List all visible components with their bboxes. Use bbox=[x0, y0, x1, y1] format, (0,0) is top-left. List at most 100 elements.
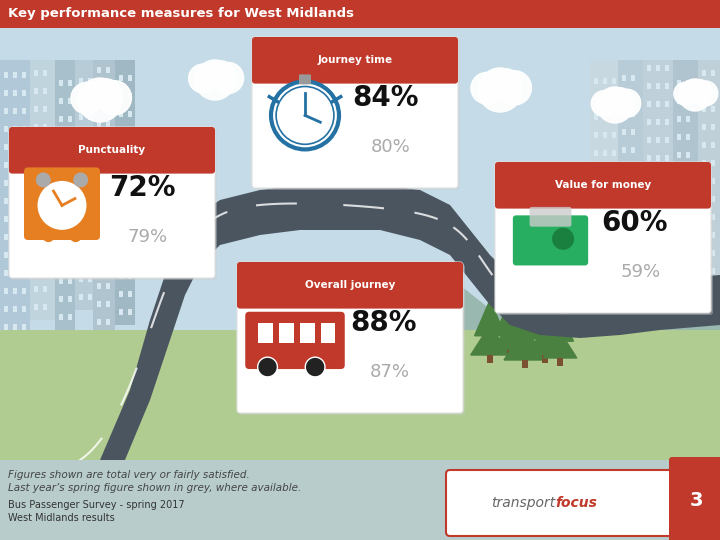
FancyBboxPatch shape bbox=[43, 106, 47, 112]
FancyBboxPatch shape bbox=[647, 119, 651, 125]
FancyBboxPatch shape bbox=[115, 60, 135, 325]
FancyBboxPatch shape bbox=[665, 155, 669, 161]
Circle shape bbox=[591, 91, 617, 117]
Text: transport: transport bbox=[491, 496, 556, 510]
FancyBboxPatch shape bbox=[43, 160, 47, 166]
FancyBboxPatch shape bbox=[68, 260, 72, 266]
FancyBboxPatch shape bbox=[594, 78, 598, 84]
FancyBboxPatch shape bbox=[677, 296, 681, 302]
FancyBboxPatch shape bbox=[88, 186, 92, 192]
FancyBboxPatch shape bbox=[13, 234, 17, 240]
Polygon shape bbox=[471, 325, 509, 355]
FancyBboxPatch shape bbox=[656, 245, 660, 251]
FancyBboxPatch shape bbox=[4, 198, 8, 204]
FancyBboxPatch shape bbox=[68, 170, 72, 176]
FancyBboxPatch shape bbox=[4, 252, 8, 258]
FancyBboxPatch shape bbox=[647, 65, 651, 71]
FancyBboxPatch shape bbox=[4, 180, 8, 186]
FancyBboxPatch shape bbox=[68, 296, 72, 302]
FancyBboxPatch shape bbox=[557, 358, 563, 366]
FancyBboxPatch shape bbox=[79, 186, 83, 192]
FancyBboxPatch shape bbox=[647, 173, 651, 179]
FancyBboxPatch shape bbox=[34, 286, 38, 292]
FancyBboxPatch shape bbox=[603, 132, 607, 138]
FancyBboxPatch shape bbox=[631, 201, 635, 207]
FancyBboxPatch shape bbox=[522, 360, 528, 368]
FancyBboxPatch shape bbox=[22, 162, 26, 168]
FancyBboxPatch shape bbox=[97, 139, 101, 145]
Text: West Midlands results: West Midlands results bbox=[8, 513, 114, 523]
FancyBboxPatch shape bbox=[631, 75, 635, 81]
FancyBboxPatch shape bbox=[656, 227, 660, 233]
Polygon shape bbox=[531, 303, 559, 337]
FancyBboxPatch shape bbox=[43, 142, 47, 148]
Text: 79%: 79% bbox=[128, 228, 168, 246]
Polygon shape bbox=[496, 300, 524, 333]
FancyBboxPatch shape bbox=[88, 132, 92, 138]
FancyBboxPatch shape bbox=[128, 183, 132, 189]
FancyBboxPatch shape bbox=[711, 268, 715, 274]
Polygon shape bbox=[504, 327, 546, 360]
Polygon shape bbox=[380, 260, 720, 340]
FancyBboxPatch shape bbox=[106, 247, 110, 253]
FancyBboxPatch shape bbox=[686, 314, 690, 320]
FancyBboxPatch shape bbox=[702, 142, 706, 148]
FancyBboxPatch shape bbox=[665, 173, 669, 179]
FancyBboxPatch shape bbox=[622, 165, 626, 171]
FancyBboxPatch shape bbox=[612, 150, 616, 156]
FancyBboxPatch shape bbox=[88, 240, 92, 246]
FancyBboxPatch shape bbox=[656, 173, 660, 179]
Text: 59%: 59% bbox=[621, 264, 661, 281]
FancyBboxPatch shape bbox=[631, 147, 635, 153]
FancyBboxPatch shape bbox=[13, 306, 17, 312]
FancyBboxPatch shape bbox=[612, 186, 616, 192]
FancyBboxPatch shape bbox=[34, 268, 38, 274]
FancyBboxPatch shape bbox=[656, 65, 660, 71]
Circle shape bbox=[497, 71, 531, 105]
FancyBboxPatch shape bbox=[631, 309, 635, 315]
FancyBboxPatch shape bbox=[43, 178, 47, 184]
Text: Punctuality: Punctuality bbox=[78, 145, 145, 156]
FancyBboxPatch shape bbox=[702, 232, 706, 238]
FancyBboxPatch shape bbox=[93, 60, 115, 335]
FancyBboxPatch shape bbox=[622, 75, 626, 81]
FancyBboxPatch shape bbox=[665, 137, 669, 143]
FancyBboxPatch shape bbox=[711, 304, 715, 310]
FancyBboxPatch shape bbox=[119, 309, 123, 315]
FancyBboxPatch shape bbox=[656, 83, 660, 89]
FancyBboxPatch shape bbox=[0, 0, 720, 28]
FancyBboxPatch shape bbox=[590, 60, 618, 310]
FancyBboxPatch shape bbox=[79, 258, 83, 264]
FancyBboxPatch shape bbox=[647, 209, 651, 215]
FancyBboxPatch shape bbox=[22, 252, 26, 258]
FancyBboxPatch shape bbox=[13, 162, 17, 168]
FancyBboxPatch shape bbox=[97, 301, 101, 307]
FancyBboxPatch shape bbox=[603, 240, 607, 246]
FancyBboxPatch shape bbox=[4, 108, 8, 114]
FancyBboxPatch shape bbox=[68, 188, 72, 194]
FancyBboxPatch shape bbox=[22, 180, 26, 186]
FancyBboxPatch shape bbox=[258, 323, 273, 343]
FancyBboxPatch shape bbox=[711, 232, 715, 238]
FancyBboxPatch shape bbox=[79, 294, 83, 300]
FancyBboxPatch shape bbox=[13, 324, 17, 330]
FancyBboxPatch shape bbox=[128, 273, 132, 279]
FancyBboxPatch shape bbox=[43, 214, 47, 220]
FancyBboxPatch shape bbox=[13, 216, 17, 222]
FancyBboxPatch shape bbox=[0, 330, 720, 460]
FancyBboxPatch shape bbox=[22, 306, 26, 312]
FancyBboxPatch shape bbox=[97, 229, 101, 235]
FancyBboxPatch shape bbox=[88, 150, 92, 156]
FancyBboxPatch shape bbox=[698, 60, 720, 320]
FancyBboxPatch shape bbox=[656, 191, 660, 197]
FancyBboxPatch shape bbox=[594, 114, 598, 120]
FancyBboxPatch shape bbox=[622, 255, 626, 261]
FancyBboxPatch shape bbox=[106, 175, 110, 181]
FancyBboxPatch shape bbox=[594, 276, 598, 282]
FancyBboxPatch shape bbox=[59, 278, 63, 284]
FancyBboxPatch shape bbox=[22, 72, 26, 78]
FancyBboxPatch shape bbox=[631, 273, 635, 279]
FancyBboxPatch shape bbox=[594, 150, 598, 156]
FancyBboxPatch shape bbox=[686, 242, 690, 248]
FancyBboxPatch shape bbox=[106, 229, 110, 235]
